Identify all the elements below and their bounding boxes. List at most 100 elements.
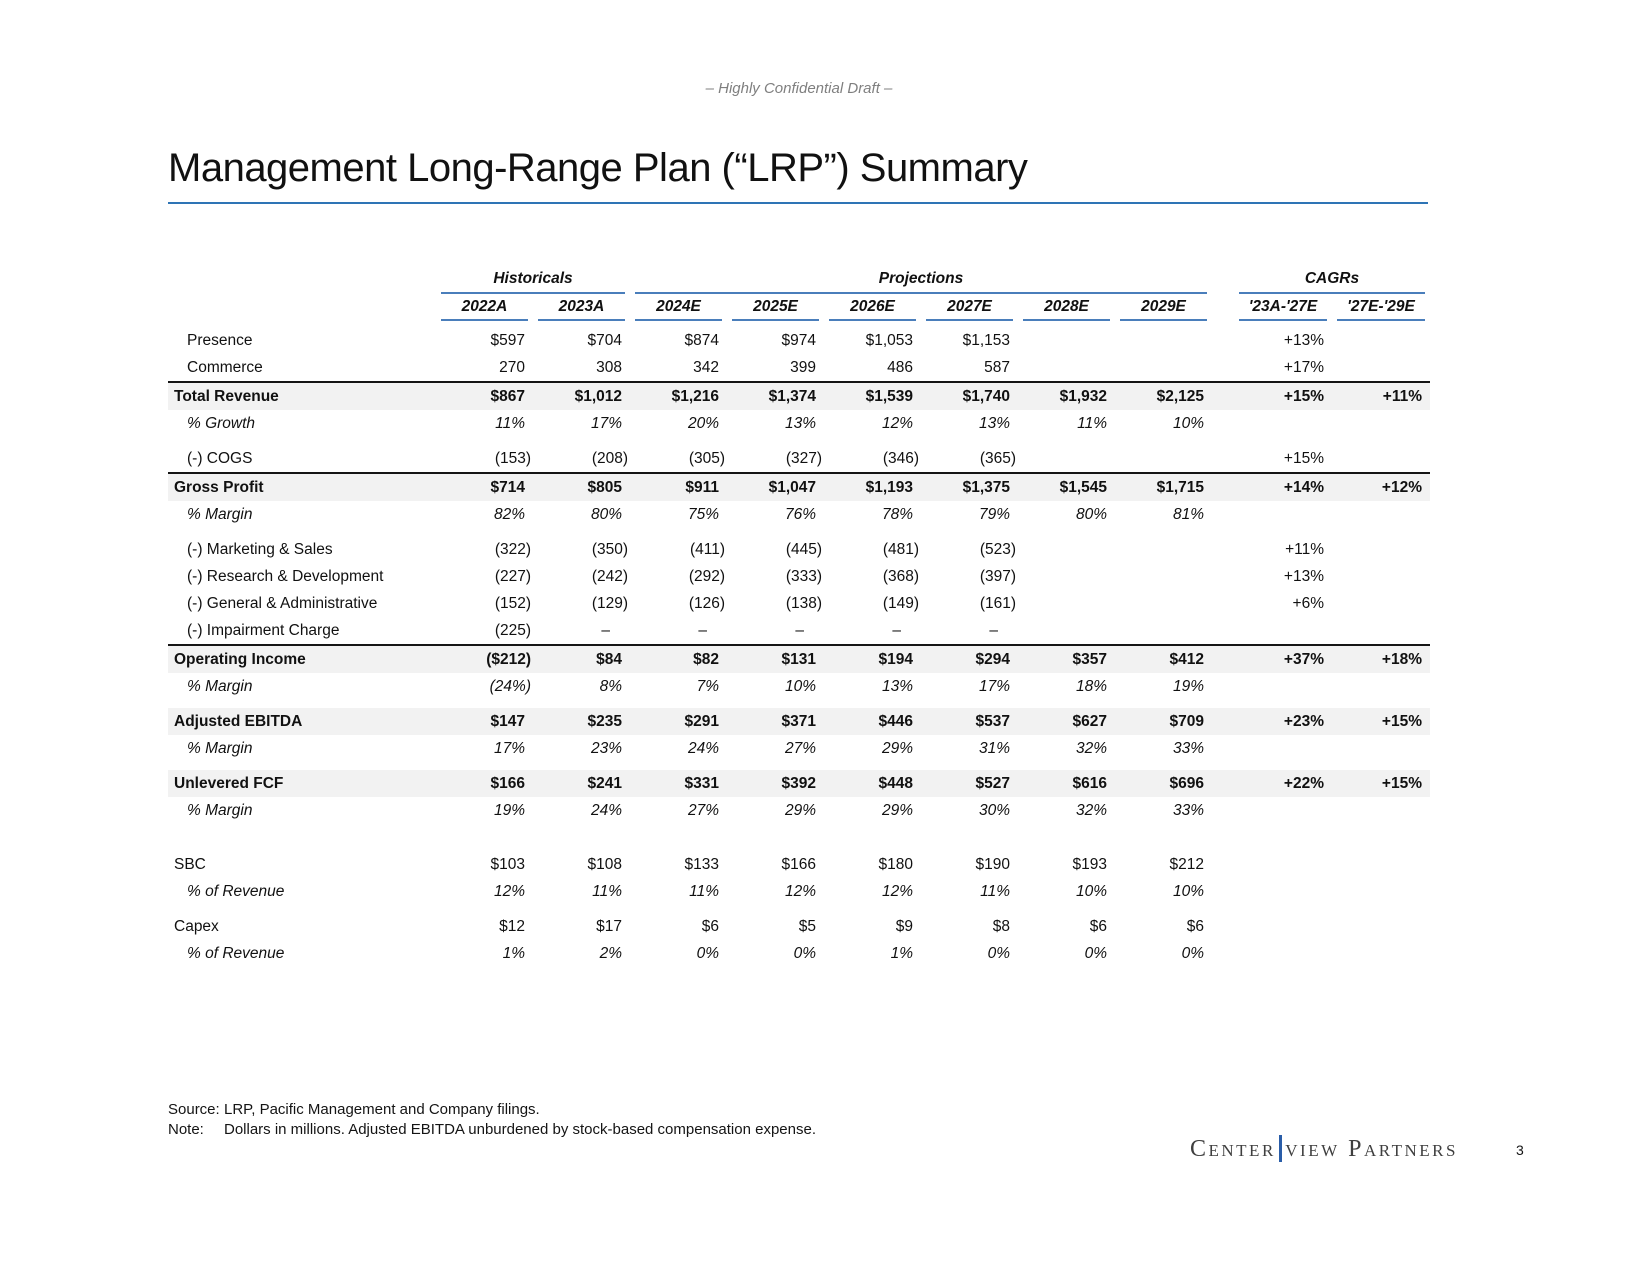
cell <box>1018 327 1115 354</box>
row-label: (-) Research & Development <box>187 567 384 585</box>
cell: (523) <box>979 540 1016 558</box>
cell: $131 <box>781 650 816 668</box>
cell <box>1332 673 1430 700</box>
column-group-projections: Projections <box>635 270 1207 294</box>
cell: (208) <box>591 449 628 467</box>
row-label: Presence <box>187 331 253 349</box>
cell: 342 <box>693 358 719 376</box>
logo-divider-bar <box>1278 1135 1283 1162</box>
title-underline: Management Long-Range Plan (“LRP”) Summa… <box>168 146 1428 204</box>
cell <box>1332 354 1430 381</box>
cell: 33% <box>1172 801 1204 819</box>
cell: 17% <box>493 739 525 757</box>
cell: $1,012 <box>574 387 622 405</box>
table-row: Adjusted EBITDA $147 $235 $291 $371 $446 $537 $… <box>168 708 1430 735</box>
cell <box>1018 536 1115 563</box>
logo-text-left: Center <box>1190 1136 1276 1162</box>
cell: $1,375 <box>962 478 1010 496</box>
cell: (149) <box>882 594 919 612</box>
cell: $166 <box>490 774 525 792</box>
cell <box>1332 590 1430 617</box>
cell: $180 <box>878 855 913 873</box>
cell <box>1115 327 1212 354</box>
column-header: 2025E <box>732 294 819 321</box>
cell: (397) <box>979 567 1016 585</box>
cell: 75% <box>687 505 719 523</box>
row-label: (-) COGS <box>187 449 253 467</box>
row-label: % Margin <box>187 677 253 695</box>
cell: – <box>601 621 610 639</box>
table-row: (-) Marketing & Sales (322) (350) (411) (445… <box>168 536 1430 563</box>
column-header: 2026E <box>829 294 916 321</box>
cell: (365) <box>979 449 1016 467</box>
cell <box>1332 445 1430 472</box>
table-row: % Margin (24%) 8% 7% 10% 13% 17% 18% 19% <box>168 673 1430 700</box>
table-row: (-) Research & Development (227) (242) (292… <box>168 563 1430 590</box>
cell: (152) <box>494 594 531 612</box>
cell: 19% <box>1172 677 1204 695</box>
cell: $12 <box>499 917 525 935</box>
row-label: % Growth <box>187 414 256 432</box>
cell: $6 <box>1186 917 1204 935</box>
confidential-note: – Highly Confidential Draft – <box>705 80 893 97</box>
cell: $1,053 <box>865 331 913 349</box>
cell: $1,216 <box>671 387 719 405</box>
cell: +13% <box>1283 331 1324 349</box>
cell: $627 <box>1072 712 1107 730</box>
cell: 27% <box>687 801 719 819</box>
cell: $166 <box>781 855 816 873</box>
table-row: Capex $12 $17 $6 $5 $9 $8 $6 $6 <box>168 913 1430 940</box>
cell: $294 <box>975 650 1010 668</box>
column-header: '23A-'27E <box>1239 294 1327 321</box>
row-label: Operating Income <box>174 650 306 668</box>
cell: 27% <box>784 739 816 757</box>
cell: (481) <box>882 540 919 558</box>
cell: (126) <box>688 594 725 612</box>
row-label: (-) Impairment Charge <box>187 621 340 639</box>
cell: 33% <box>1172 739 1204 757</box>
cell: +14% <box>1283 478 1324 496</box>
cell <box>1234 913 1332 940</box>
table-row: Unlevered FCF $166 $241 $331 $392 $448 $527 $61… <box>168 770 1430 797</box>
cell: 24% <box>590 801 622 819</box>
cell: 11% <box>495 414 525 432</box>
cell: (242) <box>591 567 628 585</box>
column-header: 2029E <box>1120 294 1207 321</box>
cell <box>1234 878 1332 905</box>
cell: 78% <box>881 505 913 523</box>
cell: $5 <box>798 917 816 935</box>
cell: $1,193 <box>865 478 913 496</box>
cell: (129) <box>591 594 628 612</box>
column-header: 2022A <box>441 294 528 321</box>
cell: $448 <box>878 774 913 792</box>
cell <box>1115 563 1212 590</box>
row-label: Total Revenue <box>174 387 279 405</box>
cell: (445) <box>785 540 822 558</box>
cell: 12% <box>784 882 816 900</box>
cell: $1,740 <box>962 387 1010 405</box>
row-label: % of Revenue <box>187 882 285 900</box>
cell <box>1332 913 1430 940</box>
cell: 30% <box>978 801 1010 819</box>
cell <box>1234 851 1332 878</box>
cell: 486 <box>887 358 913 376</box>
cell <box>1018 563 1115 590</box>
cell: $704 <box>587 331 622 349</box>
cell <box>1332 940 1430 967</box>
table-row: (-) Impairment Charge (225) – – – – – <box>168 617 1430 644</box>
cell: 23% <box>590 739 622 757</box>
row-label: Adjusted EBITDA <box>174 712 303 730</box>
cell: $597 <box>490 331 525 349</box>
cell: 29% <box>881 739 913 757</box>
cell: $17 <box>596 917 622 935</box>
cell <box>1018 590 1115 617</box>
table-row: (-) General & Administrative (152) (129) (1… <box>168 590 1430 617</box>
cell: $696 <box>1169 774 1204 792</box>
cell: $235 <box>587 712 622 730</box>
cell: 0% <box>793 944 816 962</box>
cell: 11% <box>592 882 622 900</box>
cell: $9 <box>895 917 913 935</box>
table-row: Commerce 270 308 342 399 486 587 +17% <box>168 354 1430 381</box>
table-row: Presence $597 $704 $874 $974 $1,053 $1,153 +13% <box>168 327 1430 354</box>
cell: 7% <box>696 677 719 695</box>
